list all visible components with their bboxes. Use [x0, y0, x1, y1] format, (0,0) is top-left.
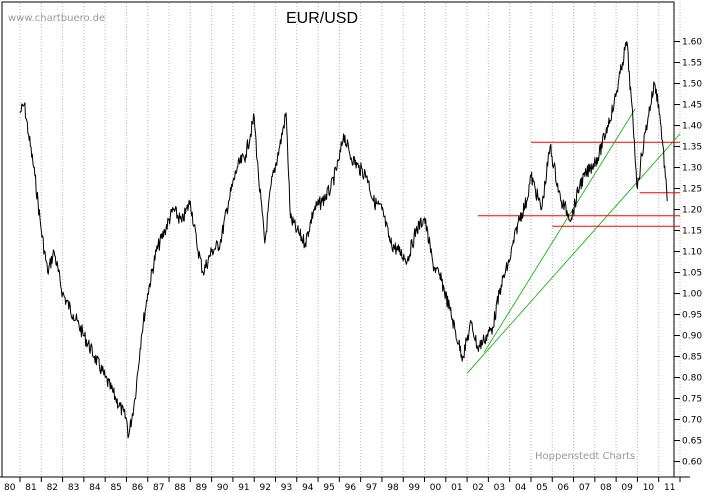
x-tick-label: 88 — [174, 483, 186, 492]
watermark: www.chartbuero.de — [8, 13, 105, 24]
x-tick-label: 87 — [153, 483, 164, 492]
y-tick-label: 1.50 — [682, 80, 702, 90]
x-tick-label: 01 — [451, 483, 462, 492]
y-tick-label: 1.55 — [682, 59, 702, 69]
series-line — [19, 41, 668, 439]
x-tick-label: 98 — [387, 483, 399, 492]
y-tick-label: 1.40 — [682, 122, 702, 132]
x-tick-label: 96 — [345, 483, 357, 492]
y-tick-label: 0.90 — [682, 332, 702, 342]
x-tick-label: 08 — [600, 483, 612, 492]
x-tick-label: 11 — [664, 483, 675, 492]
x-tick-label: 05 — [536, 483, 547, 492]
x-tick-label: 80 — [4, 483, 16, 492]
credit-label: Hoppenstedt Charts — [535, 451, 635, 462]
x-tick-label: 82 — [47, 483, 58, 492]
x-tick-labels: 80 81 82 83 84 85 86 87 88 89 90 91 92 93 94 95 96 97 98 99… — [4, 477, 681, 492]
x-tick-label: 90 — [217, 483, 229, 492]
y-tick-label: 0.65 — [682, 437, 702, 447]
vertical-grid — [19, 3, 681, 477]
x-tick-label: 92 — [259, 483, 270, 492]
y-tick-labels: 0.60 0.65 0.70 0.75 0.80 0.85 0.90 0.95 1.00 1.05… — [674, 38, 702, 468]
y-tick-label: 0.95 — [682, 311, 702, 321]
x-tick-label: 00 — [430, 483, 442, 492]
x-tick-label: 91 — [238, 483, 249, 492]
y-tick-label: 0.60 — [682, 458, 702, 468]
x-tick-label: 83 — [68, 483, 79, 492]
x-tick-label: 09 — [621, 483, 633, 492]
trend-line — [483, 108, 636, 353]
overlay-lines — [466, 108, 681, 374]
y-tick-label: 1.25 — [682, 185, 702, 195]
y-tick-label: 1.15 — [682, 227, 702, 237]
y-tick-label: 1.35 — [682, 143, 702, 153]
x-tick-label: 86 — [132, 483, 144, 492]
x-tick-label: 97 — [366, 483, 377, 492]
y-tick-label: 0.80 — [682, 374, 702, 384]
chart-title: EUR/USD — [286, 10, 358, 27]
y-tick-label: 0.75 — [682, 395, 702, 405]
x-tick-label: 02 — [472, 483, 483, 492]
x-tick-label: 95 — [323, 483, 334, 492]
x-tick-label: 10 — [643, 483, 655, 492]
y-tick-label: 1.60 — [682, 38, 702, 48]
x-tick-label: 85 — [110, 483, 121, 492]
y-tick-label: 1.05 — [682, 269, 702, 279]
x-tick-label: 03 — [494, 483, 505, 492]
y-tick-label: 1.10 — [682, 248, 702, 258]
x-tick-label: 84 — [89, 483, 101, 492]
y-tick-label: 0.70 — [682, 416, 702, 426]
y-tick-label: 0.85 — [682, 353, 702, 363]
x-tick-label: 04 — [515, 483, 527, 492]
x-tick-label: 94 — [302, 483, 314, 492]
price-series — [19, 41, 668, 439]
x-tick-label: 93 — [281, 483, 292, 492]
y-tick-label: 1.00 — [682, 290, 702, 300]
trend-line — [466, 133, 681, 374]
x-tick-label: 81 — [25, 483, 36, 492]
x-tick-label: 99 — [409, 483, 421, 492]
x-tick-label: 89 — [196, 483, 208, 492]
y-tick-label: 1.20 — [682, 206, 702, 216]
x-tick-label: 06 — [558, 483, 570, 492]
x-tick-label: 07 — [579, 483, 590, 492]
y-tick-label: 1.30 — [682, 164, 702, 174]
y-tick-label: 1.45 — [682, 101, 702, 111]
